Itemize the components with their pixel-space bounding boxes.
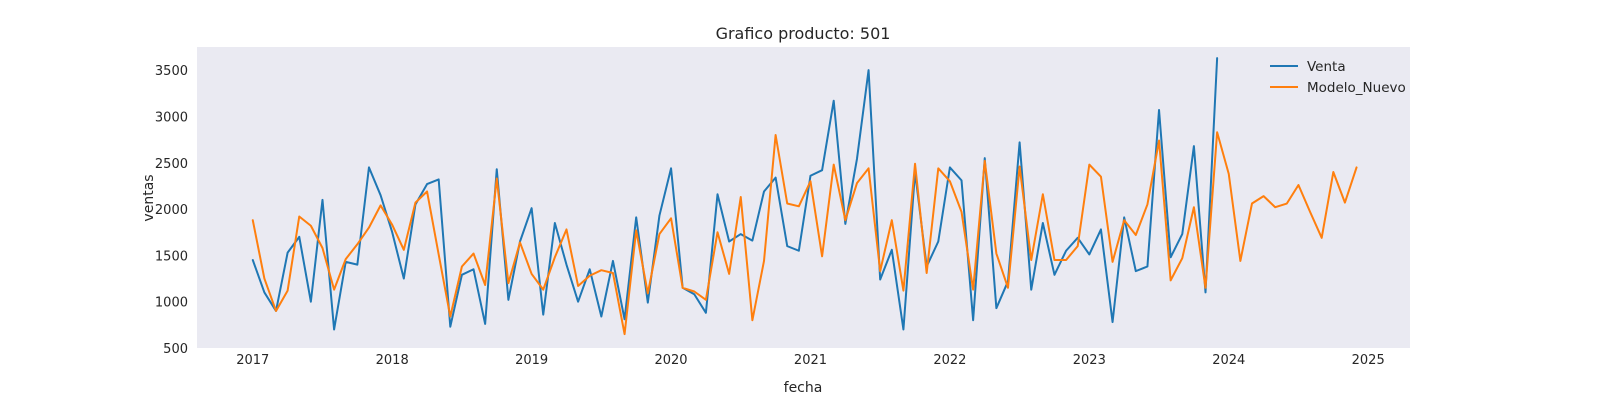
y-tick-label: 3500 — [155, 64, 188, 79]
y-tick-label: 1500 — [155, 249, 188, 264]
chart-title: Grafico producto: 501 — [716, 24, 891, 43]
x-tick-label: 2024 — [1212, 353, 1245, 368]
legend-item: Venta — [1270, 59, 1346, 75]
y-axis-label: ventas — [141, 174, 157, 221]
x-tick-label: 2017 — [236, 353, 269, 368]
y-tick-label: 2500 — [155, 157, 188, 172]
y-tick-label: 1000 — [155, 296, 188, 311]
x-tick-label: 2018 — [376, 353, 409, 368]
x-tick-label: 2022 — [933, 353, 966, 368]
legend-label: Venta — [1307, 59, 1346, 75]
y-axis: 500 1000 1500 2000 2500 3000 3500 — [155, 64, 188, 357]
x-tick-label: 2019 — [515, 353, 548, 368]
legend: Venta Modelo_Nuevo — [1270, 59, 1406, 96]
y-tick-label: 2000 — [155, 203, 188, 218]
y-tick-label: 3000 — [155, 110, 188, 125]
x-tick-label: 2025 — [1352, 353, 1385, 368]
x-axis-label: fecha — [784, 380, 823, 396]
x-tick-label: 2020 — [654, 353, 687, 368]
legend-label: Modelo_Nuevo — [1307, 80, 1406, 96]
x-axis: 2017 2018 2019 2020 2021 2022 2023 2024 2025 — [236, 353, 1384, 368]
legend-item: Modelo_Nuevo — [1270, 80, 1406, 96]
y-tick-label: 500 — [163, 342, 188, 357]
x-tick-label: 2023 — [1073, 353, 1106, 368]
series-line-modelo-nuevo — [251, 131, 1358, 336]
x-tick-label: 2021 — [794, 353, 827, 368]
series-group — [251, 57, 1358, 336]
